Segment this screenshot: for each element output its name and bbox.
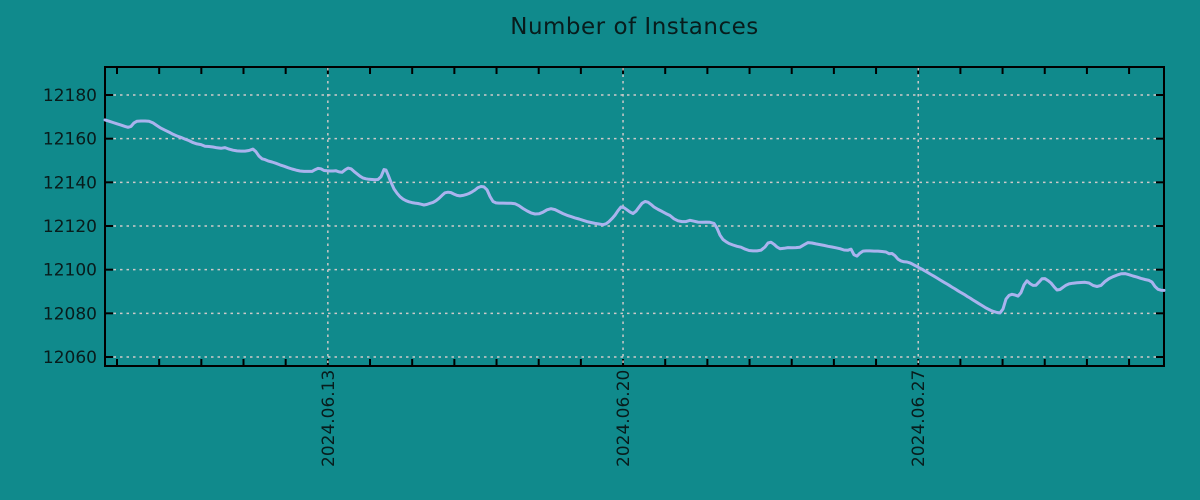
y-tick-label: 12140 bbox=[43, 173, 97, 193]
x-tick-label: 2024.06.27 bbox=[909, 370, 929, 467]
y-tick-label: 12060 bbox=[43, 348, 97, 368]
y-tick-label: 12160 bbox=[43, 130, 97, 150]
chart-title: Number of Instances bbox=[510, 14, 759, 40]
y-tick-label: 12180 bbox=[43, 86, 97, 106]
x-tick-label: 2024.06.20 bbox=[614, 370, 634, 467]
y-tick-label: 12100 bbox=[43, 261, 97, 281]
plot-border bbox=[104, 66, 1165, 367]
y-tick-label: 12080 bbox=[43, 304, 97, 324]
y-tick-label: 12120 bbox=[43, 217, 97, 237]
data-line bbox=[103, 118, 1166, 315]
x-tick-label: 2024.06.13 bbox=[319, 370, 339, 467]
